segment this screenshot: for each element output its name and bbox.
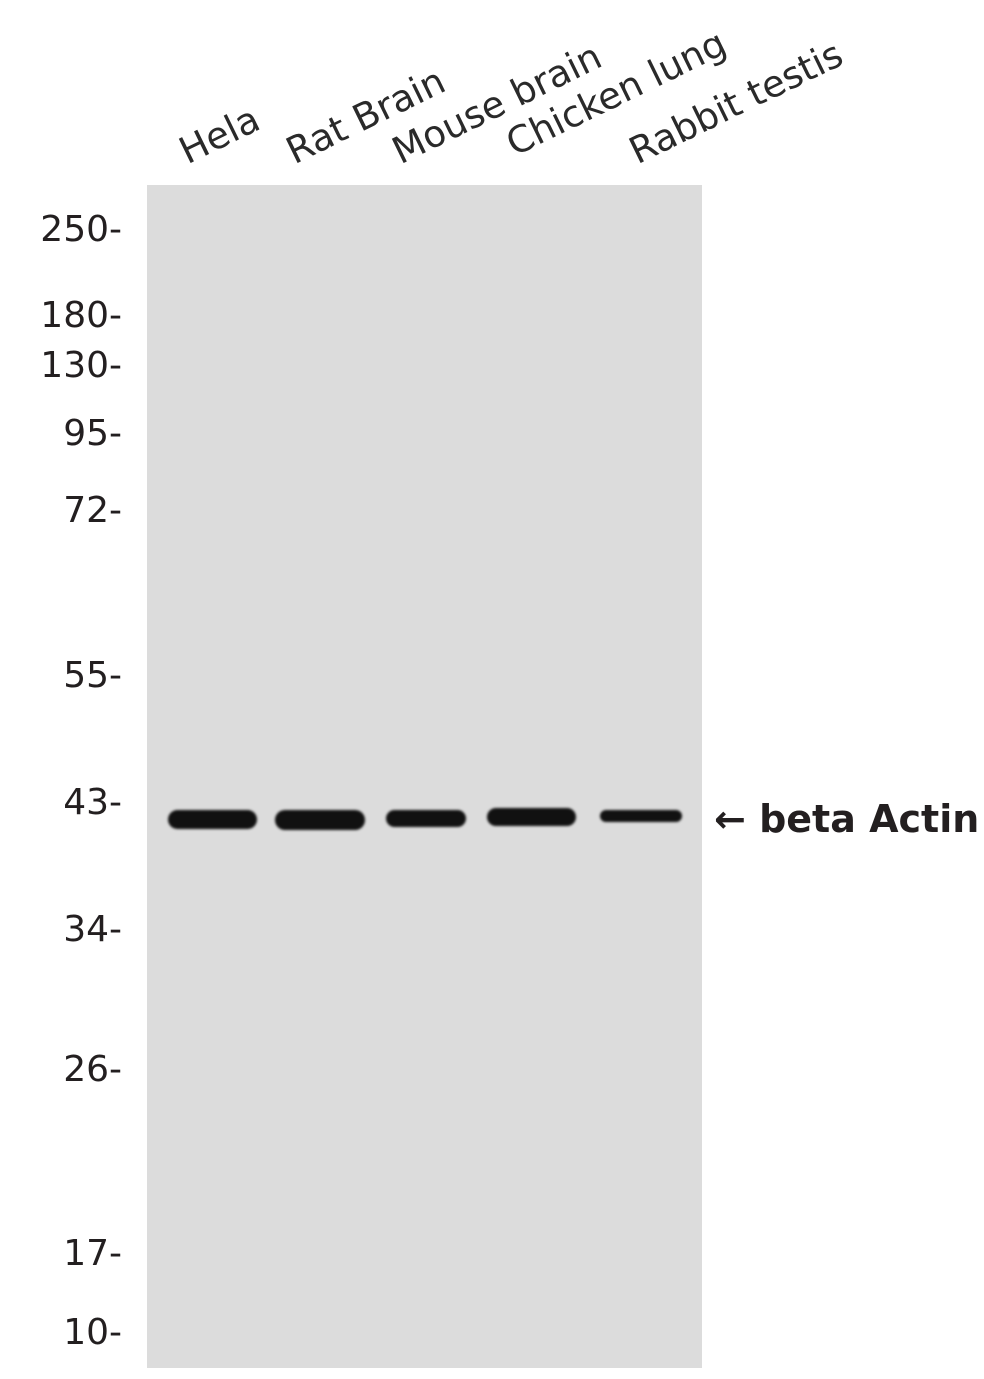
- protein-band: [275, 810, 365, 830]
- mw-marker: 43-: [63, 782, 122, 823]
- lane-label: Hela: [172, 97, 267, 173]
- target-protein-name: beta Actin: [759, 797, 980, 841]
- mw-marker: 34-: [63, 909, 122, 950]
- mw-marker: 17-: [63, 1233, 122, 1274]
- blot-membrane: [147, 185, 702, 1368]
- mw-marker: 95-: [63, 413, 122, 454]
- mw-marker: 55-: [63, 655, 122, 696]
- protein-band: [168, 810, 257, 829]
- mw-marker: 26-: [63, 1049, 122, 1090]
- mw-marker: 10-: [63, 1312, 122, 1353]
- target-label: ← beta Actin: [714, 800, 979, 838]
- mw-marker: 250-: [40, 209, 122, 250]
- protein-band: [386, 810, 466, 827]
- mw-marker: 180-: [40, 295, 122, 336]
- protein-band: [600, 810, 682, 822]
- mw-marker: 72-: [63, 490, 122, 531]
- protein-band: [487, 808, 576, 826]
- mw-marker: 130-: [40, 345, 122, 386]
- arrow-left-icon: ←: [714, 797, 746, 841]
